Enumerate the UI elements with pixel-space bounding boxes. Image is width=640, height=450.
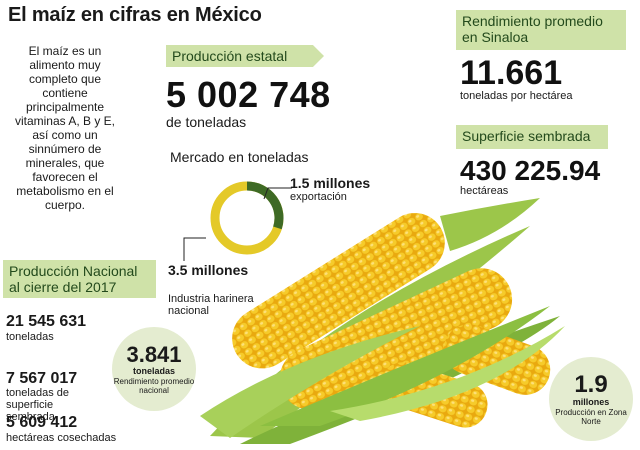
corn-illustration xyxy=(200,198,565,444)
zona-norte-unit: millones xyxy=(572,396,610,407)
produccion-estatal-unit: de toneladas xyxy=(166,114,247,130)
produccion-nacional-banner: Producción Nacional al cierre del 2017 xyxy=(3,260,156,298)
exportacion-value: 1.5 millones xyxy=(290,175,371,191)
nacional-superficie-label: toneladas de superficie sembrada xyxy=(6,387,69,423)
exportacion-label: exportación xyxy=(290,191,347,203)
husk-leaf xyxy=(440,198,540,251)
produccion-estatal-banner: Producción estatal xyxy=(166,45,324,67)
nacional-toneladas-value: 21 545 631 xyxy=(6,313,87,330)
rendimiento-nacional-label: Rendimiento promedio nacional xyxy=(113,376,195,395)
superficie-sembrada-value: 430 225.94 xyxy=(460,155,601,186)
corn-cob-top xyxy=(232,213,445,369)
nacional-toneladas-label: toneladas xyxy=(6,331,54,343)
rendimiento-sinaloa-banner: Rendimiento promedio en Sinaloa xyxy=(456,10,626,50)
rendimiento-nacional-unit: toneladas xyxy=(132,365,175,376)
intro-text: El maíz es un alimento muy completo que … xyxy=(14,44,116,212)
mercado-title: Mercado en toneladas xyxy=(170,149,309,165)
mercado-donut xyxy=(210,181,284,255)
superficie-sembrada-unit: hectáreas xyxy=(460,185,509,197)
husk-leaf xyxy=(200,326,420,438)
superficie-sembrada-banner: Superficie sembrada xyxy=(456,125,608,149)
zona-norte-label: Producción en Zona Norte xyxy=(555,407,627,426)
husk-leaf xyxy=(260,306,550,426)
rendimiento-sinaloa-unit: toneladas por hectárea xyxy=(460,90,573,102)
rendimiento-sinaloa-value: 11.661 xyxy=(460,54,563,92)
industria-label: Industria harinera nacional xyxy=(168,293,254,317)
exportacion-leader-line xyxy=(263,187,292,200)
produccion-estatal-value: 5 002 748 xyxy=(166,74,331,115)
nacional-cosechadas-label: hectáreas cosechadas xyxy=(6,432,117,444)
zona-norte-value: 1.9 xyxy=(574,370,608,398)
husk-leaf xyxy=(330,326,565,421)
donut-exportacion-arc xyxy=(246,181,284,230)
corn-cob-middle xyxy=(279,268,513,410)
page-title: El maíz en cifras en México xyxy=(8,4,262,26)
zona-norte-badge: 1.9 millones Producción en Zona Norte xyxy=(549,357,633,441)
nacional-superficie-value: 7 567 017 xyxy=(6,370,78,387)
industria-leader-line xyxy=(183,237,206,261)
rendimiento-nacional-value: 3.841 xyxy=(126,341,182,367)
industria-value: 3.5 millones xyxy=(168,262,249,278)
nacional-cosechadas-value: 5 609 412 xyxy=(6,414,78,431)
rendimiento-nacional-badge: 3.841 toneladas Rendimiento promedio nac… xyxy=(112,327,196,411)
